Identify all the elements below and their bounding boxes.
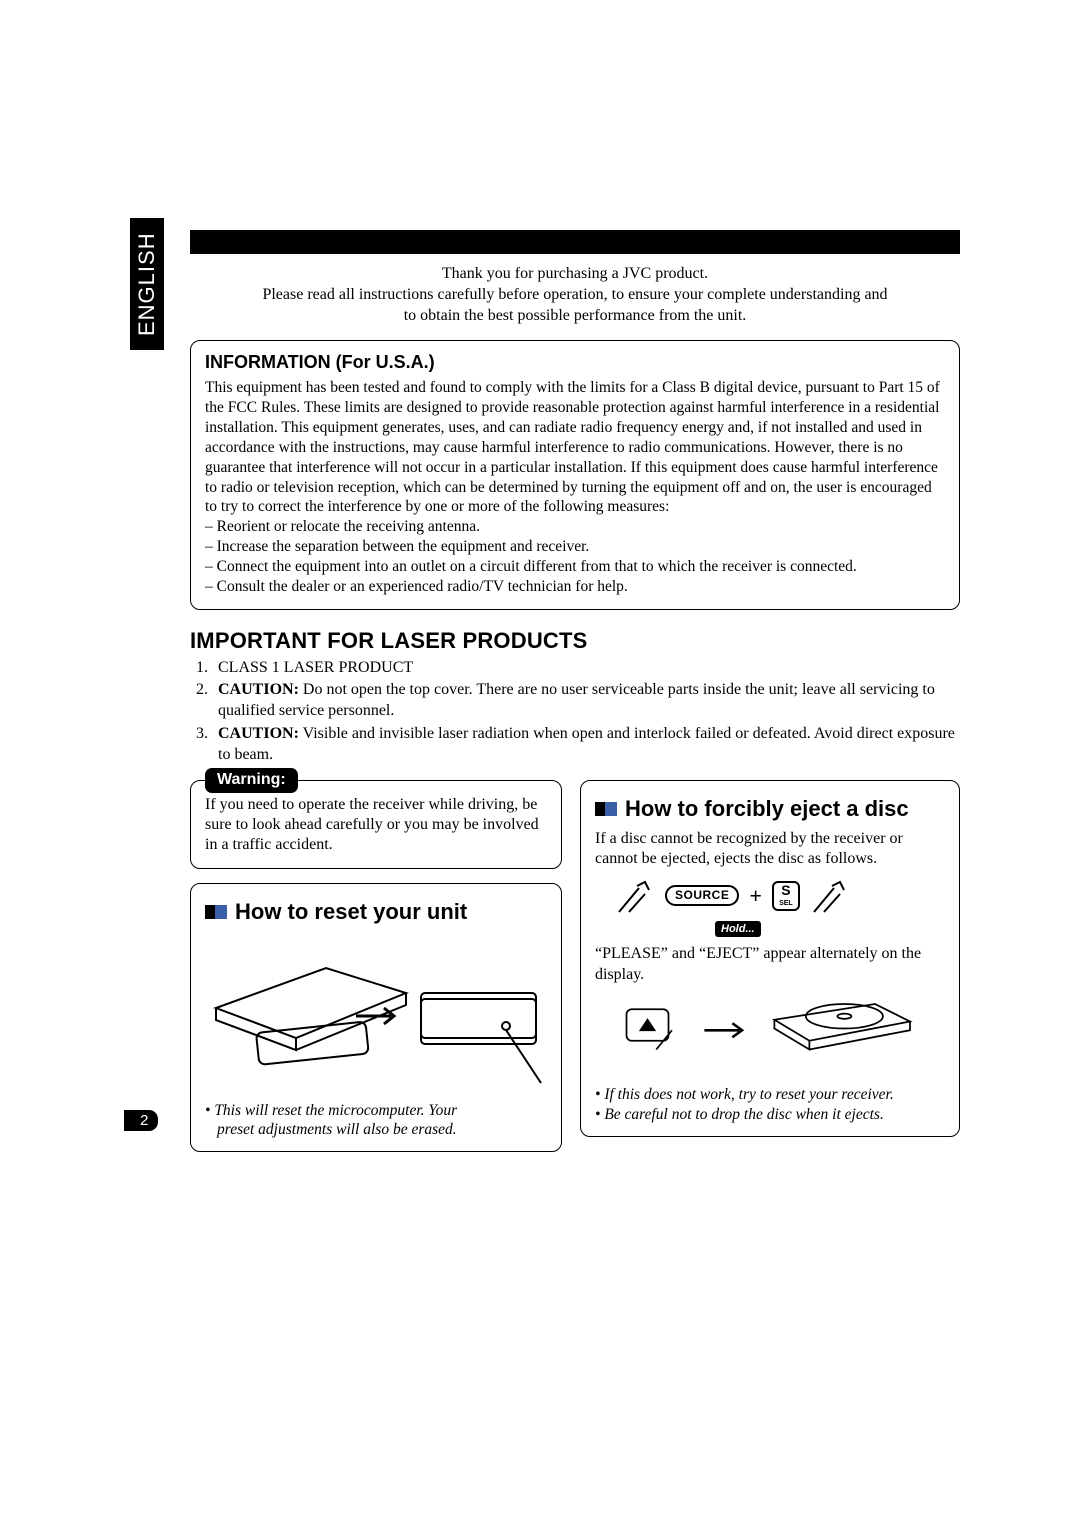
- eject-note-text: Be careful not to drop the disc when it …: [604, 1106, 884, 1123]
- two-column-row: Warning: If you need to operate the rece…: [190, 780, 960, 1153]
- eject-title-row: How to forcibly eject a disc: [595, 795, 945, 823]
- information-bullet: – Connect the equipment into an outlet o…: [205, 557, 945, 577]
- intro-line-1: Thank you for purchasing a JVC product.: [190, 264, 960, 285]
- laser-caution-label: CAUTION:: [218, 725, 299, 742]
- warning-body: If you need to operate the receiver whil…: [205, 795, 547, 856]
- reset-diagram: [205, 938, 547, 1088]
- reset-title-row: How to reset your unit: [205, 898, 547, 926]
- reset-notes: This will reset the microcomputer. Your …: [205, 1101, 547, 1140]
- press-icon: [810, 876, 850, 916]
- reset-box: How to reset your unit: [190, 883, 562, 1152]
- eject-box: How to forcibly eject a disc If a disc c…: [580, 780, 960, 1138]
- hold-badge: Hold...: [715, 921, 761, 937]
- eject-note: If this does not work, try to reset your…: [595, 1085, 945, 1104]
- intro-line-2: Please read all instructions carefully b…: [190, 285, 960, 306]
- information-body: This equipment has been tested and found…: [205, 378, 945, 517]
- source-button: SOURCE: [665, 885, 739, 906]
- reset-note-line: preset adjustments will also be erased.: [205, 1120, 547, 1139]
- laser-item: CAUTION: Visible and invisible laser rad…: [212, 724, 960, 766]
- content-area: Thank you for purchasing a JVC product. …: [190, 264, 960, 1152]
- eject-buttons-row: SOURCE + S SEL: [615, 876, 945, 916]
- laser-item-text: Do not open the top cover. There are no …: [218, 681, 935, 719]
- page-number-badge: 2: [124, 1110, 158, 1131]
- eject-title: How to forcibly eject a disc: [625, 795, 909, 823]
- hold-row: Hold...: [715, 918, 945, 938]
- sel-button: S SEL: [772, 881, 800, 911]
- eject-diagram: [595, 997, 945, 1067]
- press-icon: [615, 876, 655, 916]
- eject-note-text: If this does not work, try to reset your…: [604, 1086, 893, 1103]
- warning-box: Warning: If you need to operate the rece…: [190, 780, 562, 869]
- laser-item: CLASS 1 LASER PRODUCT: [212, 658, 960, 679]
- laser-item-text: CLASS 1 LASER PRODUCT: [218, 659, 413, 676]
- information-bullet: – Increase the separation between the eq…: [205, 537, 945, 557]
- laser-caution-label: CAUTION:: [218, 681, 299, 698]
- eject-after-text: “PLEASE” and “EJECT” appear alternately …: [595, 944, 945, 985]
- sel-label: SEL: [779, 900, 793, 909]
- laser-heading: IMPORTANT FOR LASER PRODUCTS: [190, 628, 960, 654]
- laser-item-text: Visible and invisible laser radiation wh…: [218, 725, 955, 763]
- reset-title: How to reset your unit: [235, 898, 467, 926]
- eject-notes: If this does not work, try to reset your…: [595, 1085, 945, 1124]
- reset-note-line: This will reset the microcomputer. Your: [205, 1101, 547, 1120]
- laser-item: CAUTION: Do not open the top cover. Ther…: [212, 680, 960, 722]
- top-black-bar: [190, 230, 960, 254]
- intro-text: Thank you for purchasing a JVC product. …: [190, 264, 960, 326]
- section-bullet-icon: [205, 905, 227, 919]
- right-column: How to forcibly eject a disc If a disc c…: [580, 780, 960, 1138]
- intro-line-3: to obtain the best possible performance …: [190, 306, 960, 327]
- eject-body: If a disc cannot be recognized by the re…: [595, 829, 945, 870]
- laser-list: CLASS 1 LASER PRODUCT CAUTION: Do not op…: [190, 658, 960, 766]
- information-heading: INFORMATION (For U.S.A.): [205, 351, 945, 374]
- reset-note-text: This will reset the microcomputer. Your: [214, 1102, 457, 1119]
- left-column: Warning: If you need to operate the rece…: [190, 780, 562, 1153]
- section-bullet-icon: [595, 802, 617, 816]
- eject-note: Be careful not to drop the disc when it …: [595, 1105, 945, 1124]
- information-bullet-text: – Connect the equipment into an outlet o…: [205, 558, 857, 575]
- language-tab: ENGLISH: [130, 218, 164, 350]
- warning-tab: Warning:: [205, 768, 298, 793]
- information-box: INFORMATION (For U.S.A.) This equipment …: [190, 340, 960, 609]
- information-bullet: – Consult the dealer or an experienced r…: [205, 577, 945, 597]
- information-bullet: – Reorient or relocate the receiving ant…: [205, 517, 945, 537]
- sel-s-label: S: [781, 882, 790, 900]
- manual-page: ENGLISH Thank you for purchasing a JVC p…: [130, 230, 960, 1152]
- plus-icon: +: [749, 882, 762, 910]
